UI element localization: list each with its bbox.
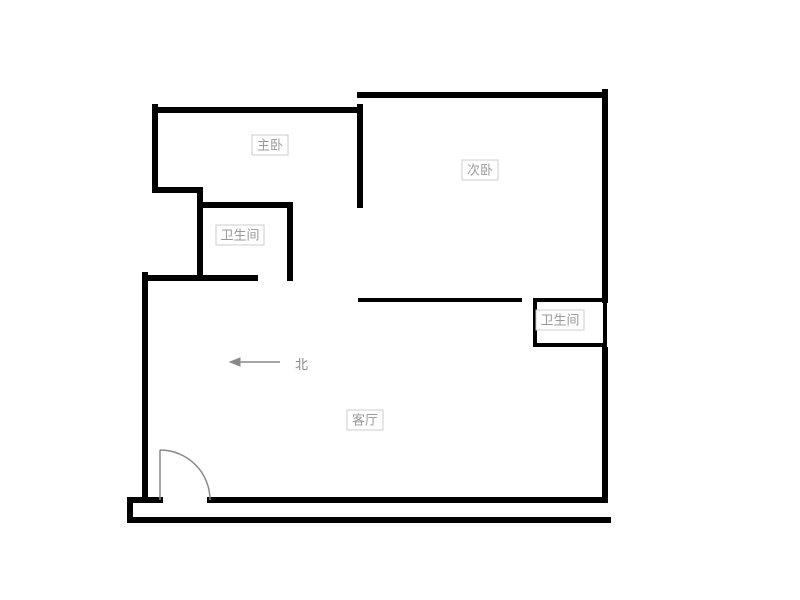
- label-text: 客厅: [352, 412, 378, 427]
- room-labels: 主卧次卧卫生间卫生间客厅: [216, 135, 584, 430]
- room-label-bathroom-1: 卫生间: [216, 225, 264, 245]
- room-label-second-bedroom: 次卧: [462, 160, 498, 180]
- room-label-bathroom-2: 卫生间: [536, 310, 584, 330]
- label-text: 卫生间: [220, 227, 259, 242]
- label-text: 次卧: [467, 162, 493, 177]
- room-label-master-bedroom: 主卧: [252, 135, 288, 155]
- room-label-living-room: 客厅: [347, 410, 383, 430]
- door: [160, 450, 210, 500]
- walls-group: [130, 92, 608, 520]
- label-text: 卫生间: [540, 312, 579, 327]
- label-text: 主卧: [257, 137, 283, 152]
- door-arc: [160, 450, 210, 500]
- compass-label: 北: [295, 357, 308, 372]
- compass: 北: [230, 357, 308, 372]
